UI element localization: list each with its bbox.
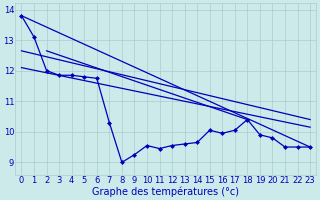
X-axis label: Graphe des températures (°c): Graphe des températures (°c) [92, 186, 239, 197]
